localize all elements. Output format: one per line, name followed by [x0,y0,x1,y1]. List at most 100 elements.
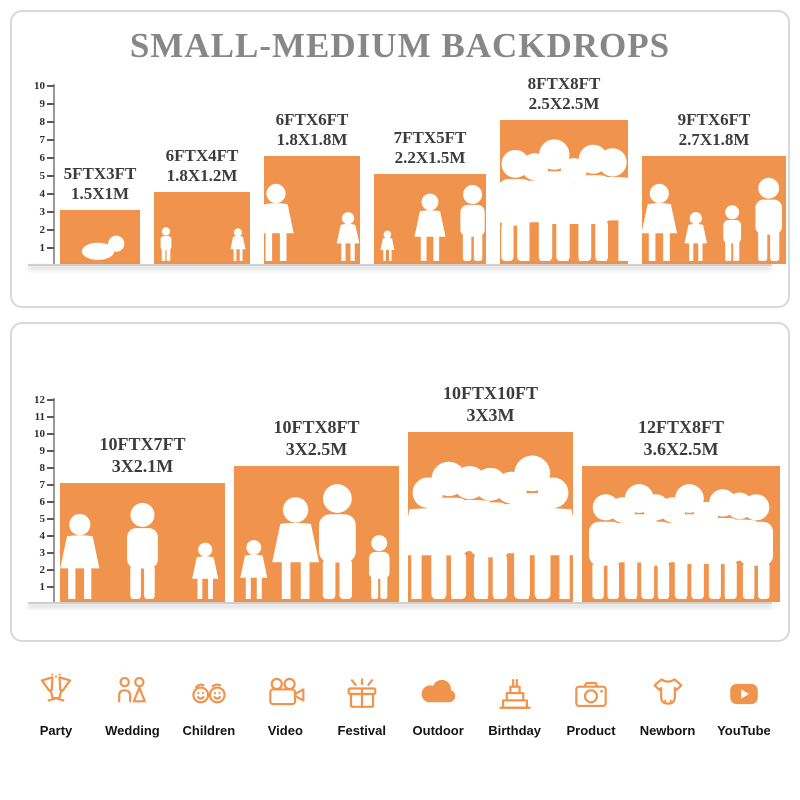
backdrop-bar [264,156,360,264]
product-icon [569,672,613,716]
category-label: Video [267,723,303,738]
people-silhouette [380,185,485,261]
y-tick-label: 3 [39,206,46,218]
chart-medium-backdrops: 1 2 3 4 5 6 7 8 9 10 11 12 10FTX7FT 3X2.1M 10FTX8FT 3X2… [24,383,780,602]
y-tick-label: 5 [39,513,46,525]
y-tick: 9 [24,445,54,457]
bar-column: 5FTX3FT 1.5X1M [60,164,140,264]
y-axis-line [53,398,55,602]
bar-column: 6FTX4FT 1.8X1.2M [154,146,250,264]
category-party: Party [22,672,90,738]
festival-icon [340,672,384,716]
y-tick-label: 6 [39,496,46,508]
y-tick-label: 11 [34,411,45,423]
bar-label: 10FTX7FT 3X2.1M [99,434,186,477]
backdrop-bar [408,432,573,602]
bar-column: 10FTX8FT 3X2.5M [234,417,399,602]
y-tick-label: 2 [39,224,46,236]
y-tick-label: 10 [34,80,45,92]
y-tick: 5 [24,170,54,182]
y-tick: 10 [24,428,54,440]
people-silhouette [408,455,573,599]
category-label: Festival [337,723,386,738]
y-tick-mark [47,120,54,124]
people-silhouette [264,183,360,261]
bar-label: 8FTX8FT 2.5X2.5M [527,73,601,114]
bar-column: 7FTX5FT 2.2X1.5M [374,128,486,264]
y-tick-mark [47,449,54,453]
wedding-icon [110,672,154,716]
category-label: Outdoor [412,723,464,738]
y-tick: 8 [24,462,54,474]
bar-label: 12FTX8FT 3.6X2.5M [637,417,724,460]
y-tick: 1 [24,581,54,593]
y-tick: 7 [24,134,54,146]
category-label: Party [39,723,73,738]
backdrop-bar [642,156,786,264]
bar-column: 10FTX10FT 3X3M [408,383,573,602]
backdrop-bar [154,192,250,264]
category-festival: Festival [328,672,396,738]
y-tick-label: 7 [39,479,46,491]
category-outdoor: Outdoor [404,672,472,738]
category-label: Product [566,723,616,738]
bar-label: 10FTX8FT 3X2.5M [273,417,360,460]
y-tick: 5 [24,513,54,525]
people-silhouette [240,484,390,599]
y-tick-mark [47,84,54,88]
y-tick: 12 [24,394,54,406]
category-label: Wedding [105,723,160,738]
y-tick-label: 12 [34,394,45,406]
y-tick-mark [47,192,54,196]
y-tick-mark [47,500,54,504]
y-tick-mark [47,174,54,178]
category-label: Birthday [488,723,541,738]
y-tick-mark [47,432,54,436]
y-tick-mark [47,398,54,402]
y-tick-mark [47,517,54,521]
page-title: SMALL-MEDIUM BACKDROPS [129,26,671,65]
people-silhouette [160,227,246,261]
people-silhouette [500,139,628,261]
bar-column: 9FTX6FT 2.7X1.8M [642,110,786,264]
y-tick: 7 [24,479,54,491]
y-tick-label: 1 [39,581,46,593]
y-tick-mark [47,415,54,419]
bar-column: 8FTX8FT 2.5X2.5M [500,74,628,264]
panel-small-backdrops: SMALL-MEDIUM BACKDROPS 1 2 3 4 5 6 7 8 9 10 5FTX3F… [10,10,790,308]
y-tick: 2 [24,224,54,236]
people-silhouette [589,484,773,599]
y-axis-line [53,84,55,264]
category-label: Newborn [639,723,696,738]
y-tick-label: 8 [39,462,46,474]
y-tick: 8 [24,116,54,128]
y-tick-label: 7 [39,134,46,146]
baseline [28,264,772,266]
y-axis: 1 2 3 4 5 6 7 8 9 10 [24,80,55,264]
y-tick: 3 [24,206,54,218]
category-children: Children [175,672,243,738]
y-tick: 2 [24,564,54,576]
y-tick-mark [47,551,54,555]
party-icon [34,672,78,716]
y-tick-mark [47,246,54,250]
y-tick-label: 5 [39,170,46,182]
y-tick: 9 [24,98,54,110]
people-silhouette [81,235,125,260]
y-tick-label: 4 [39,188,46,200]
category-product: Product [557,672,625,738]
backdrop-bar [60,210,140,264]
y-tick-label: 4 [39,530,46,542]
y-tick: 1 [24,242,54,254]
children-icon [187,672,231,716]
backdrop-bar [500,120,628,264]
newborn-icon [646,672,690,716]
y-tick: 4 [24,530,54,542]
bars-row: 10FTX7FT 3X2.1M 10FTX8FT 3X2.5M 10FTX10FT 3X3… [60,383,780,602]
y-tick-mark [47,156,54,160]
y-tick-label: 10 [34,428,45,440]
category-newborn: Newborn [634,672,702,738]
outdoor-icon [416,672,460,716]
video-icon [263,672,307,716]
y-tick-label: 1 [39,242,46,254]
